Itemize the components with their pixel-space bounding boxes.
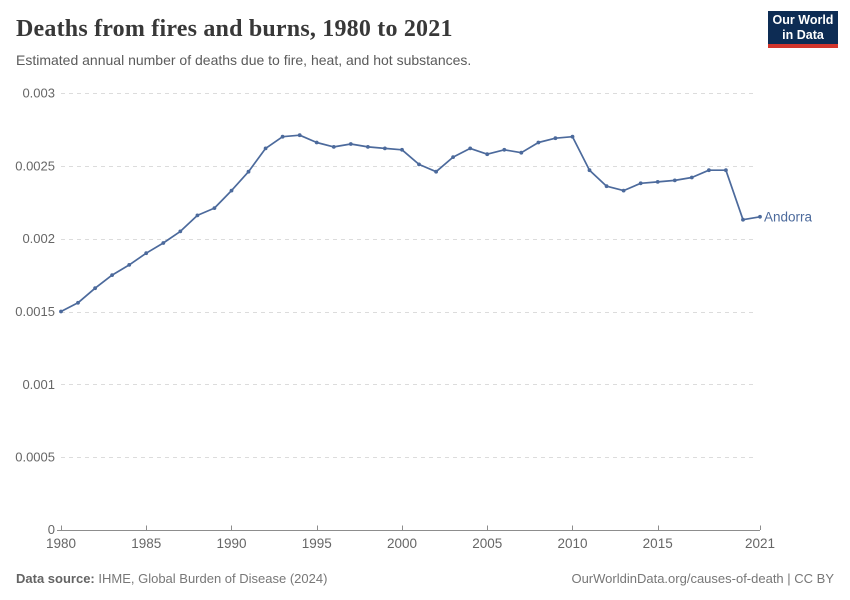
data-point[interactable] (161, 241, 166, 245)
owid-logo-line2: in Data (782, 27, 824, 42)
data-point[interactable] (212, 206, 217, 211)
y-tick-label: 0 (48, 522, 55, 537)
data-point[interactable] (434, 169, 438, 174)
data-source: Data source: IHME, Global Burden of Dise… (16, 571, 327, 586)
data-point[interactable] (127, 263, 132, 267)
data-point[interactable] (655, 180, 660, 184)
data-point[interactable] (383, 146, 387, 151)
x-tick-label: 1985 (131, 536, 161, 551)
data-point[interactable] (59, 309, 63, 314)
data-point[interactable] (263, 146, 268, 151)
data-point[interactable] (519, 150, 524, 155)
data-point[interactable] (178, 229, 183, 234)
data-point[interactable] (229, 188, 234, 193)
x-tick-label: 1995 (302, 536, 332, 551)
data-line[interactable] (60, 134, 761, 313)
chart-subtitle: Estimated annual number of deaths due to… (16, 52, 472, 68)
data-point[interactable] (400, 147, 404, 152)
x-tick-label: 2015 (643, 536, 673, 551)
data-point[interactable] (621, 188, 626, 193)
y-tick-label: 0.003 (22, 86, 55, 101)
owid-logo-line1: Our World (772, 12, 834, 27)
x-tick-label: 2021 (745, 536, 775, 551)
data-point[interactable] (451, 155, 455, 160)
data-point[interactable] (485, 152, 490, 157)
data-point[interactable] (502, 147, 507, 152)
data-point[interactable] (76, 300, 80, 305)
data-source-text: IHME, Global Burden of Disease (2024) (94, 571, 328, 586)
data-point[interactable] (417, 162, 421, 167)
y-tick-label: 0.0015 (15, 304, 55, 319)
chart-title: Deaths from fires and burns, 1980 to 202… (16, 16, 453, 42)
x-tick-label: 2010 (557, 536, 587, 551)
data-point[interactable] (689, 175, 694, 180)
data-point[interactable] (93, 286, 97, 291)
data-point[interactable] (570, 134, 575, 139)
data-point[interactable] (536, 140, 541, 145)
data-point[interactable] (195, 213, 200, 218)
owid-logo[interactable]: Our World in Data (768, 11, 838, 48)
data-point[interactable] (348, 142, 353, 146)
data-point[interactable] (468, 146, 473, 151)
y-tick-label: 0.0025 (15, 158, 55, 173)
x-tick-label: 2005 (472, 536, 502, 551)
data-point[interactable] (144, 251, 149, 256)
data-point[interactable] (587, 168, 592, 173)
x-tick-label: 2000 (387, 536, 417, 551)
data-point[interactable] (672, 178, 677, 183)
y-tick-label: 0.002 (22, 231, 55, 246)
data-point[interactable] (110, 273, 114, 277)
chart-footer: Data source: IHME, Global Burden of Dise… (16, 571, 834, 591)
y-tick-label: 0.0005 (15, 450, 55, 465)
data-point[interactable] (638, 181, 643, 186)
data-point[interactable] (604, 184, 609, 189)
data-point[interactable] (553, 136, 558, 141)
data-point[interactable] (331, 145, 336, 149)
citation-link[interactable]: OurWorldinData.org/causes-of-death | CC … (571, 571, 834, 586)
data-point[interactable] (246, 169, 251, 174)
series-label[interactable]: Andorra (764, 209, 813, 224)
y-tick-label: 0.001 (22, 377, 55, 392)
data-point[interactable] (724, 168, 728, 173)
data-point[interactable] (314, 140, 319, 145)
data-point[interactable] (297, 133, 302, 138)
x-tick-label: 1980 (46, 536, 76, 551)
data-point[interactable] (707, 168, 711, 173)
data-point[interactable] (758, 214, 762, 219)
data-point[interactable] (366, 145, 370, 149)
data-point[interactable] (280, 134, 285, 139)
data-source-label: Data source: (16, 571, 95, 586)
data-point[interactable] (741, 217, 745, 222)
x-tick-label: 1990 (216, 536, 246, 551)
